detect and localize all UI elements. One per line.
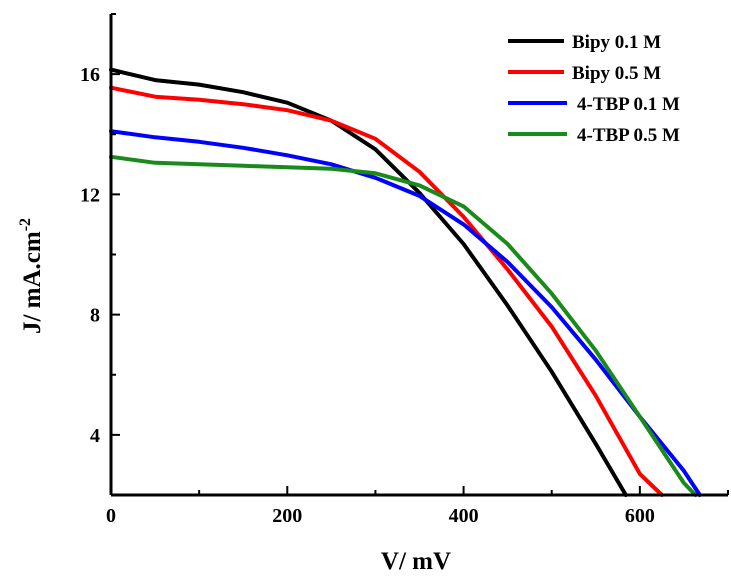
- series-line-4: [109, 154, 698, 497]
- plot-area: [109, 67, 702, 497]
- x-tick-label: 0: [106, 505, 116, 527]
- y-tick-label: 12: [80, 184, 100, 206]
- legend-label: 4-TBP 0.1 M: [577, 94, 680, 115]
- series-line-3: [109, 129, 702, 497]
- x-tick-label: 200: [272, 505, 302, 527]
- legend-item-2: Bipy 0.5 M: [508, 63, 661, 84]
- tick-marks: [110, 13, 729, 495]
- x-axis-title: V/ mV: [381, 548, 451, 575]
- series-line-1: [109, 67, 628, 497]
- tick-labels: 0 200 400 600 4 8 12 16: [80, 64, 655, 527]
- y-tick-label: 16: [80, 64, 100, 86]
- series-line-2: [109, 85, 664, 497]
- y-tick-label: 4: [90, 425, 100, 447]
- y-axis-title: J/ mA.cm-2: [17, 218, 46, 334]
- y-axis-title-superscript: -2: [17, 218, 34, 231]
- legend-label: 4-TBP 0.5 M: [577, 125, 680, 146]
- svg-text:J/ mA.cm-2: J/ mA.cm-2: [17, 218, 46, 334]
- legend-label: Bipy 0.5 M: [572, 63, 661, 84]
- x-tick-label: 600: [625, 505, 655, 527]
- legend-label: Bipy 0.1 M: [572, 32, 661, 53]
- legend-item-1: Bipy 0.1 M: [508, 32, 661, 53]
- y-tick-label: 8: [90, 305, 100, 327]
- y-axis-title-main: J/ mA.cm: [19, 231, 46, 334]
- x-tick-label: 400: [449, 505, 479, 527]
- legend-item-3: 4-TBP 0.1 M: [508, 94, 680, 115]
- legend-item-4: 4-TBP 0.5 M: [508, 125, 680, 146]
- legend: Bipy 0.1 M Bipy 0.5 M 4-TBP 0.1 M 4-TBP 0.5…: [508, 32, 680, 146]
